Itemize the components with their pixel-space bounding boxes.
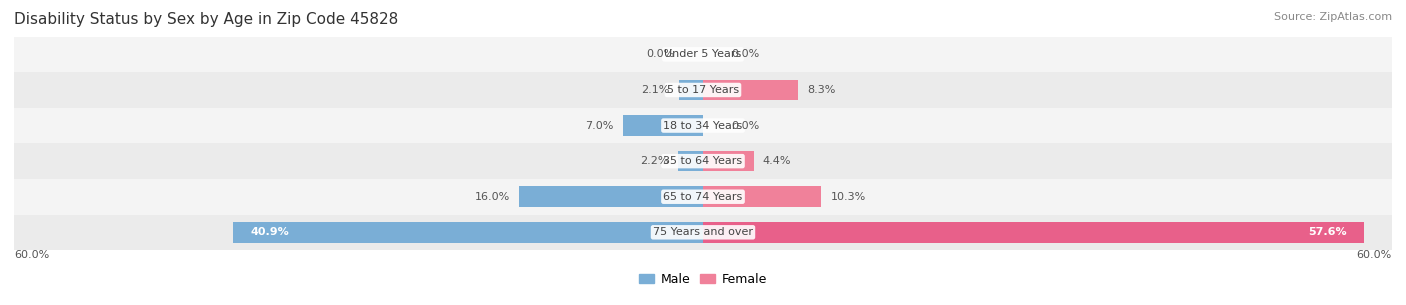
Text: 60.0%: 60.0% bbox=[14, 250, 49, 260]
Text: Source: ZipAtlas.com: Source: ZipAtlas.com bbox=[1274, 12, 1392, 22]
Bar bbox=[14, 37, 1392, 72]
Text: 18 to 34 Years: 18 to 34 Years bbox=[664, 120, 742, 131]
Bar bbox=[14, 179, 1392, 214]
Text: 2.1%: 2.1% bbox=[641, 85, 669, 95]
Text: 10.3%: 10.3% bbox=[831, 192, 866, 202]
Text: 5 to 17 Years: 5 to 17 Years bbox=[666, 85, 740, 95]
Bar bbox=[703, 186, 821, 207]
Text: 4.4%: 4.4% bbox=[762, 156, 792, 166]
Bar bbox=[678, 151, 703, 171]
Text: 0.0%: 0.0% bbox=[731, 49, 761, 59]
Text: 2.2%: 2.2% bbox=[640, 156, 669, 166]
Text: 16.0%: 16.0% bbox=[475, 192, 510, 202]
Bar bbox=[14, 143, 1392, 179]
Bar bbox=[14, 108, 1392, 143]
Legend: Male, Female: Male, Female bbox=[634, 268, 772, 291]
Text: Disability Status by Sex by Age in Zip Code 45828: Disability Status by Sex by Age in Zip C… bbox=[14, 12, 398, 27]
Bar bbox=[14, 214, 1392, 250]
Text: 40.9%: 40.9% bbox=[250, 227, 290, 237]
Text: 0.0%: 0.0% bbox=[645, 49, 675, 59]
Text: 60.0%: 60.0% bbox=[1357, 250, 1392, 260]
Bar bbox=[14, 72, 1392, 108]
Text: 35 to 64 Years: 35 to 64 Years bbox=[664, 156, 742, 166]
Bar bbox=[233, 222, 703, 243]
Bar bbox=[623, 115, 703, 136]
Bar bbox=[703, 222, 1364, 243]
Bar bbox=[519, 186, 703, 207]
Bar bbox=[679, 80, 703, 100]
Text: 8.3%: 8.3% bbox=[807, 85, 835, 95]
Text: Under 5 Years: Under 5 Years bbox=[665, 49, 741, 59]
Bar bbox=[703, 80, 799, 100]
Text: 7.0%: 7.0% bbox=[585, 120, 613, 131]
Text: 0.0%: 0.0% bbox=[731, 120, 761, 131]
Text: 65 to 74 Years: 65 to 74 Years bbox=[664, 192, 742, 202]
Text: 57.6%: 57.6% bbox=[1309, 227, 1347, 237]
Bar bbox=[703, 151, 754, 171]
Text: 75 Years and over: 75 Years and over bbox=[652, 227, 754, 237]
